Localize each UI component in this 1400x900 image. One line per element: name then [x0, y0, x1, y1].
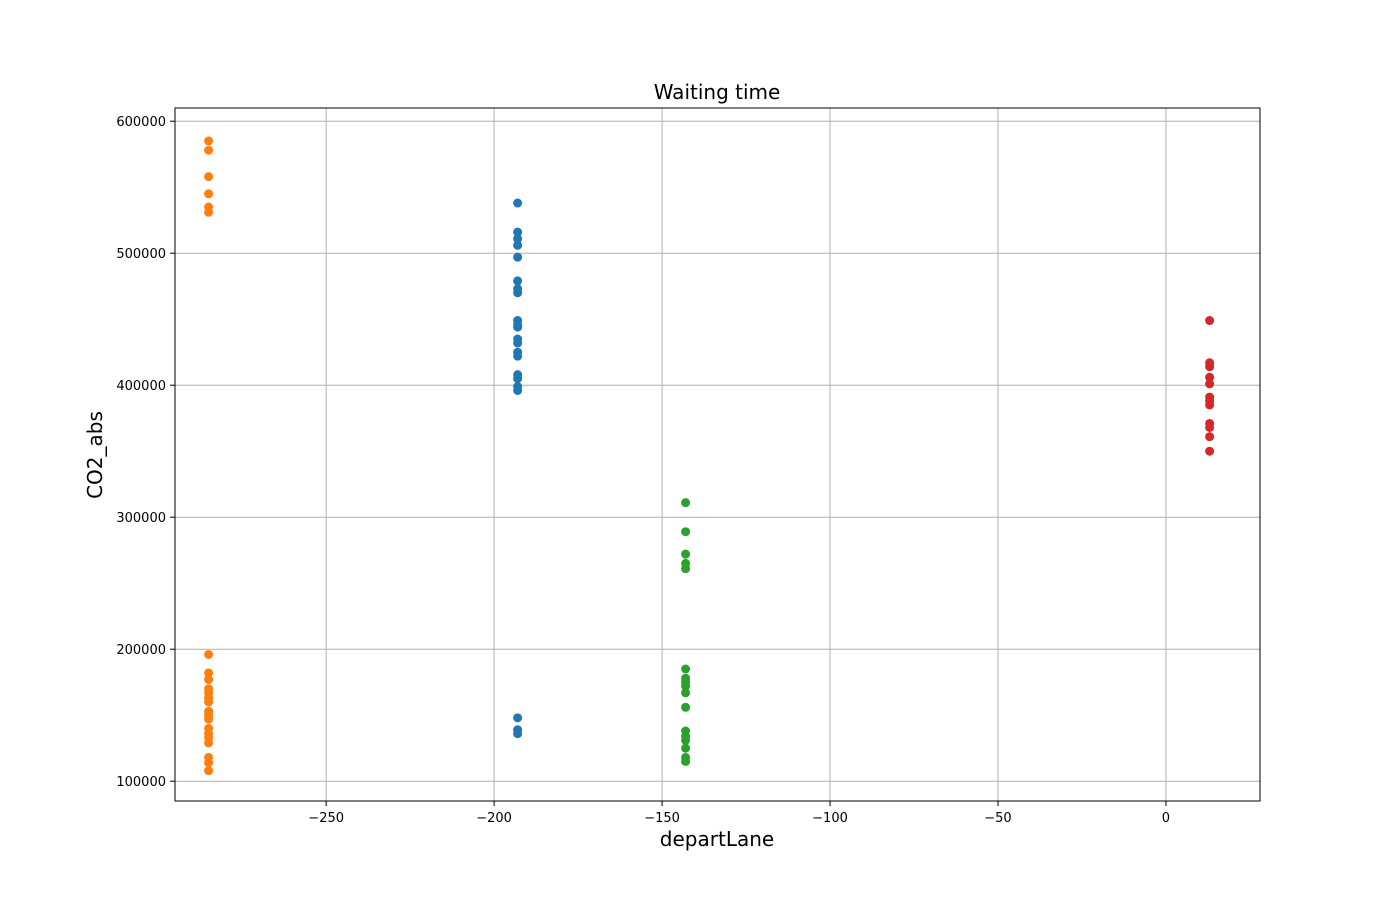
scatter-point	[1205, 372, 1215, 382]
scatter-point	[204, 207, 214, 217]
scatter-point	[681, 527, 691, 537]
x-tick-label: −100	[812, 811, 848, 826]
x-tick-label: −200	[476, 811, 512, 826]
x-tick-label: −150	[644, 811, 680, 826]
ticks-layer: −250 −200 −150 −100 −50 0 100000 200000 300000 40…	[116, 115, 1170, 826]
scatter-point	[681, 735, 691, 745]
scatter-point	[204, 668, 214, 678]
y-tick-label: 500000	[116, 247, 166, 262]
scatter-point	[681, 498, 691, 508]
scatter-point	[1205, 446, 1215, 456]
scatter-point	[681, 664, 691, 674]
scatter-point	[513, 198, 523, 208]
scatter-point	[204, 697, 214, 707]
y-tick-label: 200000	[116, 643, 166, 658]
scatter-point	[513, 338, 523, 348]
scatter-point	[681, 756, 691, 766]
scatter-point	[204, 649, 214, 659]
scatter-point	[513, 322, 523, 332]
scatter-point	[681, 702, 691, 712]
scatter-point	[204, 758, 214, 768]
scatter-point	[513, 227, 523, 237]
scatter-point	[513, 385, 523, 395]
scatter-point	[681, 564, 691, 574]
scatter-point	[513, 234, 523, 244]
scatter-point	[513, 729, 523, 739]
scatter-point	[1205, 316, 1215, 326]
y-tick-label: 100000	[116, 775, 166, 790]
scatter-point	[204, 766, 214, 776]
scatter-point	[204, 172, 214, 182]
scatter-point	[204, 145, 214, 155]
y-tick-label: 300000	[116, 511, 166, 526]
scatter-point	[681, 549, 691, 559]
scatter-point	[204, 738, 214, 748]
grid-layer	[175, 108, 1260, 801]
scatter-point	[204, 714, 214, 724]
y-tick-label: 600000	[116, 115, 166, 130]
scatter-point	[1205, 432, 1215, 442]
scatter-point	[681, 743, 691, 753]
scatter-point	[1205, 422, 1215, 432]
plot-frame	[174, 107, 1261, 802]
scatter-point	[513, 276, 523, 286]
chart-title: Waiting time	[654, 80, 781, 104]
scatter-point	[681, 688, 691, 698]
scatter-point	[513, 374, 523, 384]
x-tick-label: −250	[308, 811, 344, 826]
scatter-point	[513, 351, 523, 361]
scatter-point	[204, 675, 214, 685]
x-tick-label: 0	[1162, 811, 1170, 826]
y-axis-label: CO2_abs	[83, 411, 107, 499]
scatter-point	[513, 288, 523, 298]
points-layer	[204, 136, 1215, 776]
y-tick-label: 400000	[116, 379, 166, 394]
scatter-point	[204, 136, 214, 146]
scatter-point	[513, 252, 523, 262]
scatter-point	[1205, 379, 1215, 389]
x-tick-label: −50	[984, 811, 1011, 826]
scatter-point	[513, 713, 523, 723]
scatter-point	[1205, 400, 1215, 410]
scatter-point	[681, 681, 691, 691]
scatter-point	[204, 189, 214, 199]
scatter-point	[513, 240, 523, 250]
scatter-point	[1205, 362, 1215, 372]
x-axis-label: departLane	[660, 827, 774, 851]
